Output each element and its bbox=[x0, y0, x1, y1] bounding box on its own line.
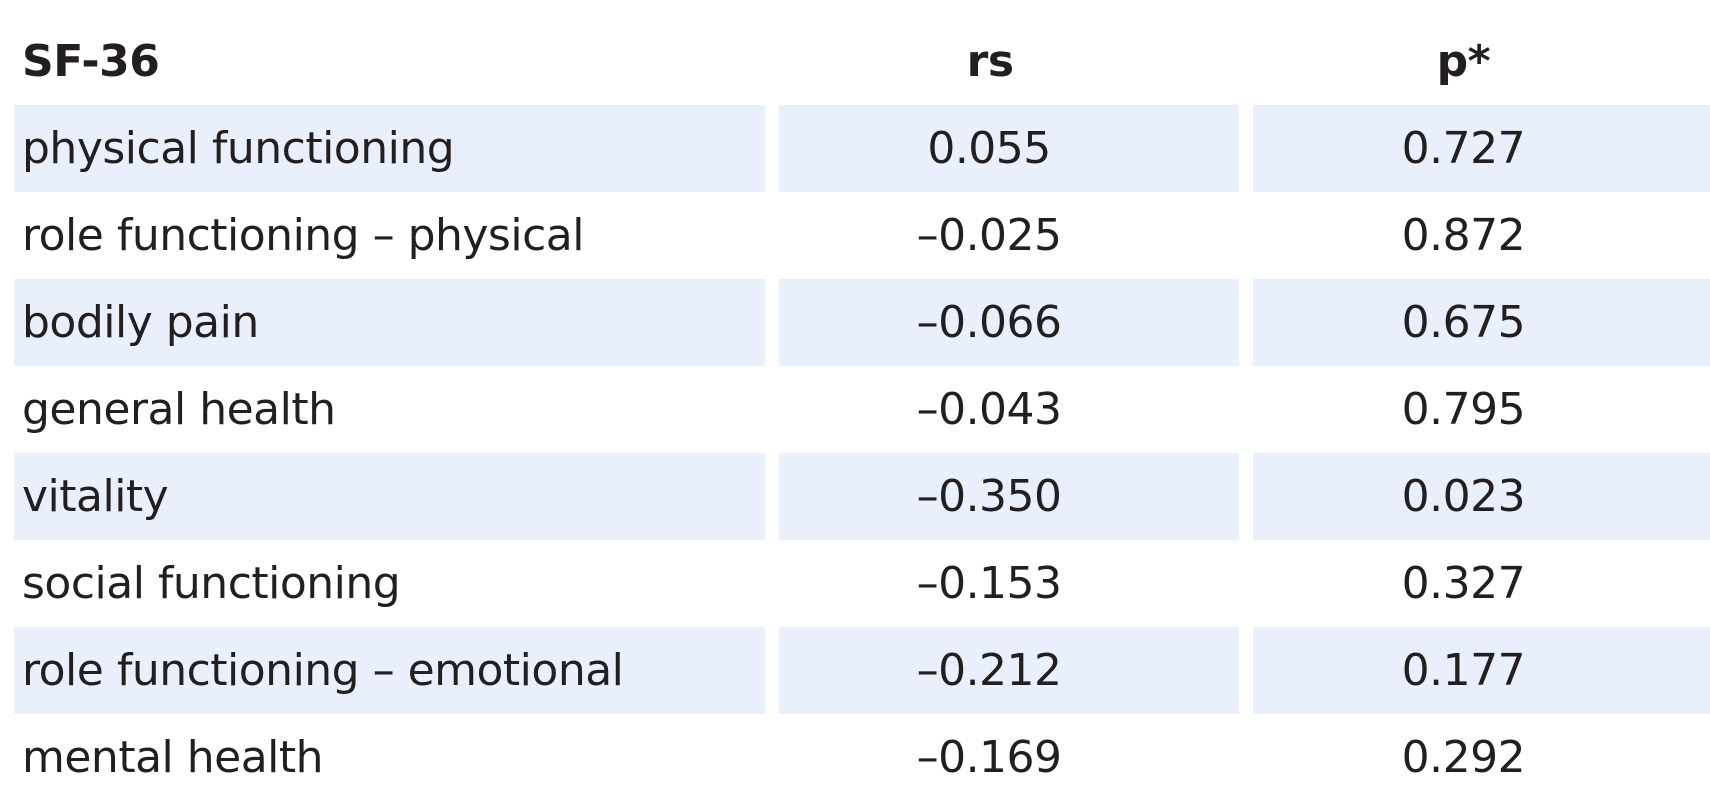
row-p: 0.327 bbox=[1401, 558, 1526, 609]
row-label: general health bbox=[22, 384, 336, 435]
row-p: 0.292 bbox=[1401, 732, 1526, 783]
table-row: social functioning –0.153 0.327 bbox=[14, 540, 1710, 627]
row-p: 0.675 bbox=[1252, 279, 1710, 366]
row-rs: –0.066 bbox=[779, 279, 1239, 366]
row-p: 0.177 bbox=[1252, 627, 1710, 714]
header-p: p* bbox=[1436, 36, 1491, 87]
row-label: role functioning – emotional bbox=[14, 627, 766, 714]
row-label: vitality bbox=[14, 453, 766, 540]
table-row: physical functioning 0.055 0.727 bbox=[14, 105, 1710, 192]
row-rs: –0.043 bbox=[916, 384, 1062, 435]
row-rs: –0.169 bbox=[916, 732, 1062, 783]
table-row: vitality –0.350 0.023 bbox=[14, 453, 1710, 540]
row-p: 0.023 bbox=[1252, 453, 1710, 540]
row-label: mental health bbox=[22, 732, 324, 783]
table-row: role functioning – physical –0.025 0.872 bbox=[14, 192, 1710, 279]
table-row: general health –0.043 0.795 bbox=[14, 366, 1710, 453]
row-rs: –0.350 bbox=[779, 453, 1239, 540]
row-p: 0.872 bbox=[1401, 210, 1526, 261]
row-rs: –0.212 bbox=[779, 627, 1239, 714]
row-label: physical functioning bbox=[14, 105, 766, 192]
table-row: role functioning – emotional –0.212 0.17… bbox=[14, 627, 1710, 714]
row-p: 0.727 bbox=[1252, 105, 1710, 192]
row-p: 0.795 bbox=[1401, 384, 1526, 435]
header-sf36: SF-36 bbox=[22, 36, 160, 87]
row-label: role functioning – physical bbox=[22, 210, 584, 261]
correlation-table: SF-36 rs p* physical functioning 0.055 0… bbox=[14, 18, 1710, 801]
row-label: social functioning bbox=[22, 558, 401, 609]
table-row: bodily pain –0.066 0.675 bbox=[14, 279, 1710, 366]
table-header-row: SF-36 rs p* bbox=[14, 18, 1710, 105]
table-row: mental health –0.169 0.292 bbox=[14, 714, 1710, 801]
row-label: bodily pain bbox=[14, 279, 766, 366]
row-rs: –0.153 bbox=[916, 558, 1062, 609]
row-rs: 0.055 bbox=[779, 105, 1239, 192]
row-rs: –0.025 bbox=[916, 210, 1062, 261]
header-rs: rs bbox=[966, 36, 1014, 87]
